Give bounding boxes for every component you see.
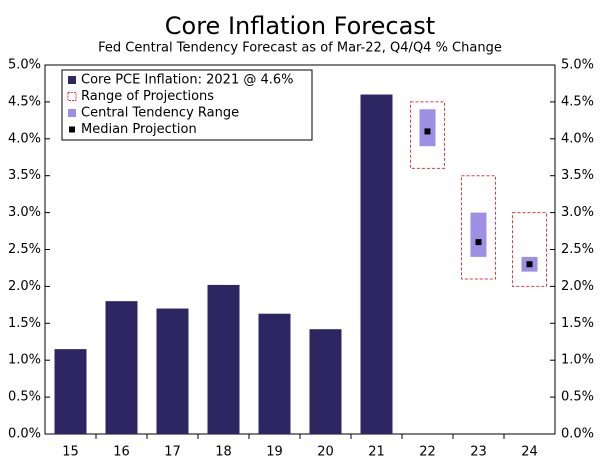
bar [105,301,138,434]
x-tick-label: 23 [470,445,487,460]
projection-range [461,175,496,280]
legend: Core PCE Inflation: 2021 @ 4.6%Range of … [61,69,313,141]
y-tick-label: 2.5% [8,242,41,257]
y2-tick-label: 0.5% [561,390,594,405]
bar [309,329,342,434]
y2-tick-label: 1.0% [561,353,594,368]
y-tick-label: 1.5% [8,316,41,331]
y2-tick-label: 0.0% [561,427,594,442]
median-point [526,261,533,268]
x-tick-label: 22 [419,445,436,460]
y-tick-label: 3.0% [8,205,41,220]
y2-tick-label: 4.5% [561,94,594,109]
y2-tick-label: 3.5% [561,168,594,183]
y2-tick-label: 5.0% [561,58,594,73]
y-tick-label: 4.5% [8,94,41,109]
legend-label: Central Tendency Range [81,106,239,121]
y2-tick-label: 2.5% [561,242,594,257]
chart-subtitle: Fed Central Tendency Forecast as of Mar-… [98,41,502,56]
legend-label: Core PCE Inflation: 2021 @ 4.6% [81,73,294,88]
y-tick-label: 2.0% [8,279,41,294]
y2-tick-label: 1.5% [561,316,594,331]
x-tick-label: 21 [368,445,385,460]
y-tick-label: 0.0% [8,427,41,442]
legend-box [61,69,313,141]
chart-title: Core Inflation Forecast [165,12,435,40]
x-tick-label: 18 [215,445,232,460]
x-tick-label: 19 [266,445,283,460]
x-tick-label: 15 [62,445,79,460]
central-tendency [470,212,487,257]
y-tick-label: 0.5% [8,390,41,405]
legend-label: Range of Projections [81,89,214,104]
projection-range [410,101,445,169]
x-tick-label: 24 [521,445,538,460]
median-point [424,128,431,135]
y-tick-label: 1.0% [8,353,41,368]
legend-key [68,76,76,84]
central-tendency [419,109,436,147]
bar [54,349,87,434]
y2-tick-label: 4.0% [561,131,594,146]
y2-tick-label: 3.0% [561,205,594,220]
bar [207,284,240,434]
x-tick-label: 16 [113,445,130,460]
projection-range [512,212,547,287]
legend-key [69,126,75,133]
bar [156,308,189,434]
bar [258,313,291,434]
legend-label: Median Projection [81,122,197,137]
y2-tick-label: 2.0% [561,279,594,294]
legend-key [67,92,77,101]
bar [360,94,393,435]
y-tick-label: 3.5% [8,168,41,183]
x-tick-label: 20 [317,445,334,460]
median-point [475,239,482,246]
legend-key [68,109,76,117]
y-tick-label: 4.0% [8,131,41,146]
x-tick-label: 17 [164,445,181,460]
y-tick-label: 5.0% [8,58,41,73]
